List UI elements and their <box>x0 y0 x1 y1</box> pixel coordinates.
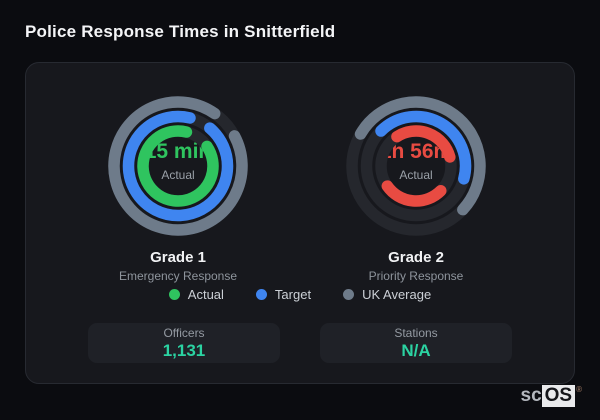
gauge-grade-2-value: 1h 56m <box>379 140 453 163</box>
uk-average-ring-arc <box>354 96 486 216</box>
gauge-grade-2-label: Grade 2 <box>388 249 444 266</box>
page-title: Police Response Times in Snitterfield <box>25 22 336 41</box>
legend-dot-icon <box>343 289 355 300</box>
stat-label: Officers <box>163 325 205 340</box>
gauge-grade-1-svg <box>108 96 248 236</box>
gauge-grade-1: 15 min Actual Grade 1 Emergency Response <box>68 91 288 283</box>
stat-box-officers: Officers 1,131 <box>88 323 280 363</box>
gauge-grade-1-label: Grade 1 <box>150 249 206 266</box>
actual-ring-arc <box>137 125 219 207</box>
legend-item-actual: Actual <box>168 287 224 302</box>
legend-label: Target <box>274 287 312 302</box>
legend-label: UK Average <box>362 287 432 302</box>
actual-ring-arc <box>381 180 447 207</box>
target-ring-arc <box>375 110 472 185</box>
legend-dot-icon <box>168 289 180 300</box>
stat-label: Stations <box>394 325 438 340</box>
legend-dot-icon <box>255 289 267 300</box>
legend-label: Actual <box>187 287 224 302</box>
stat-value: N/A <box>401 340 431 360</box>
gauge-grade-2-center: 1h 56m Actual <box>341 86 491 236</box>
gauge-grade-2-caption: Actual <box>399 168 433 182</box>
registered-trademark-icon: ® <box>576 385 582 394</box>
legend-item-target: Target <box>255 287 312 302</box>
scos-logo-prefix: sc <box>520 385 542 406</box>
gauge-grade-2-sublabel: Priority Response <box>368 269 464 283</box>
gauge-grade-1-value: 15 min <box>144 140 212 163</box>
gauge-grade-1-center: 15 min Actual <box>103 86 253 236</box>
stat-value: 1,131 <box>162 340 206 360</box>
response-times-card: 15 min Actual Grade 1 Emergency Response… <box>25 62 575 384</box>
legend: Actual Target UK Average <box>26 287 574 302</box>
gauge-grade-2: 1h 56m Actual Grade 2 Priority Response <box>306 91 526 283</box>
actual-ring-arc <box>391 125 456 163</box>
uk-average-ring-arc <box>108 96 248 236</box>
gauge-grade-2-rings: 1h 56m Actual <box>341 91 491 241</box>
target-ring-arc <box>122 110 234 222</box>
gauge-grade-1-rings: 15 min Actual <box>103 91 253 241</box>
gauge-grade-1-sublabel: Emergency Response <box>118 269 238 283</box>
scos-logo: sc OS ® <box>520 385 582 407</box>
scos-logo-suffix: OS <box>541 385 576 407</box>
stat-box-stations: Stations N/A <box>320 323 512 363</box>
gauge-grade-1-caption: Actual <box>161 168 195 182</box>
legend-item-uk-average: UK Average <box>343 287 431 302</box>
gauge-grade-2-svg <box>346 96 486 236</box>
stats-row: Officers 1,131 Stations N/A <box>26 323 574 363</box>
